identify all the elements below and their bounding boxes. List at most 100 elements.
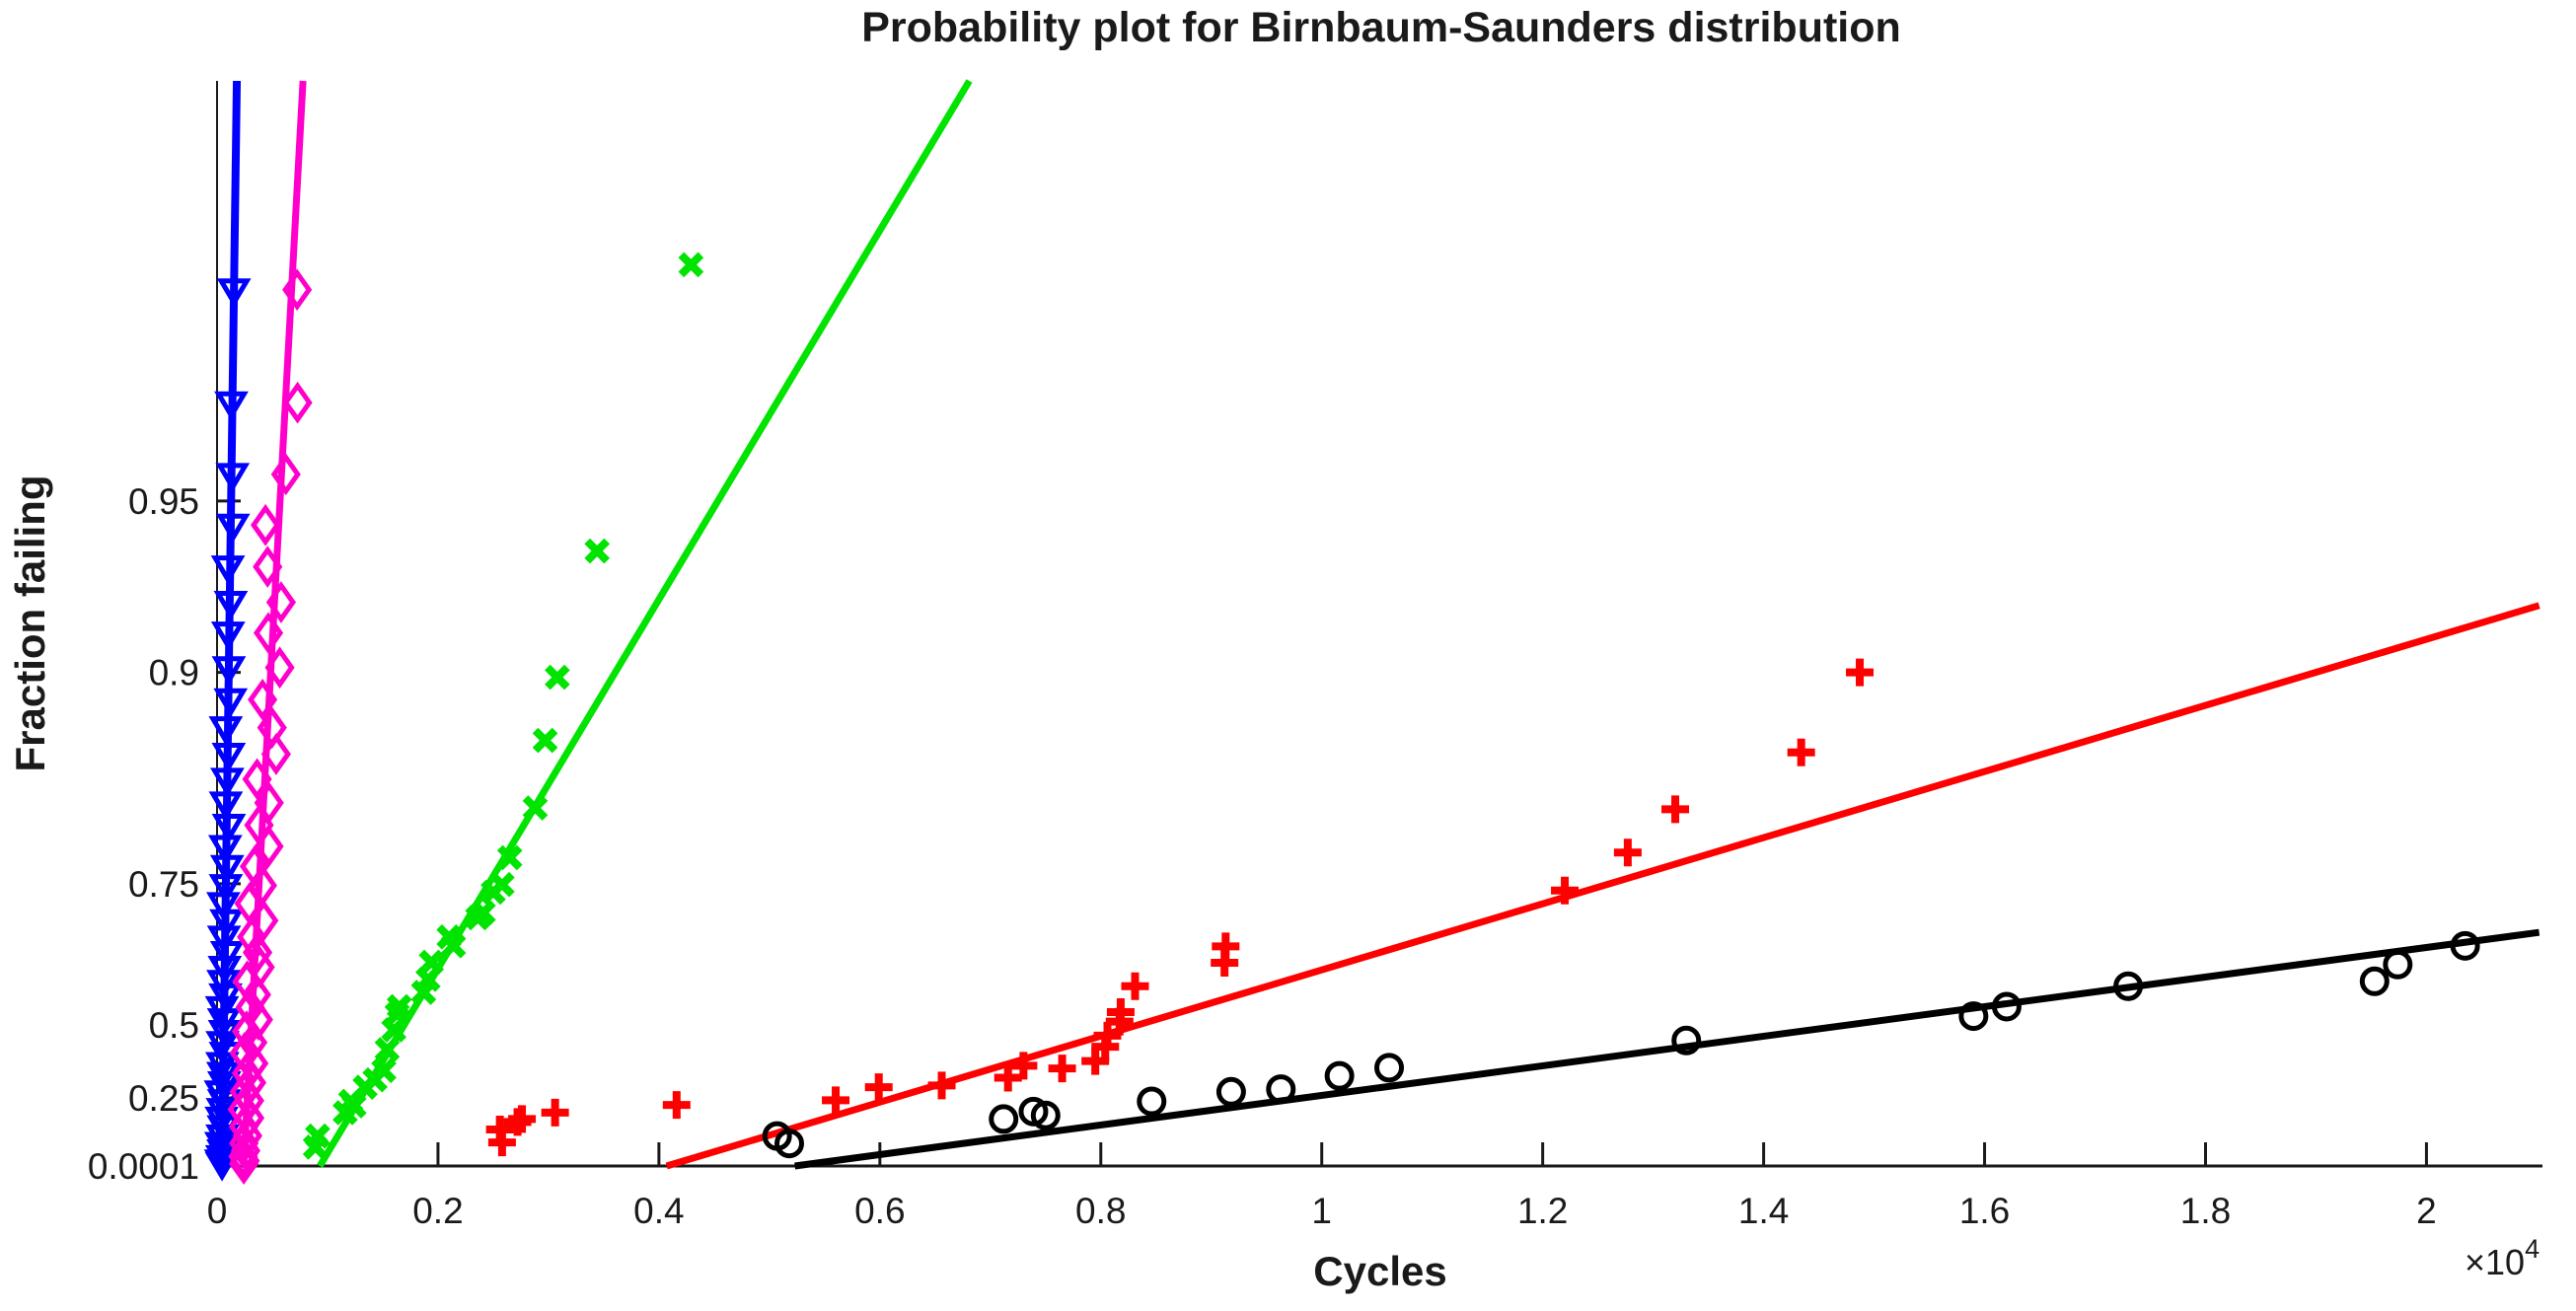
marker-sample-3-green (305, 1123, 331, 1149)
marker-sample-4-red (1787, 738, 1815, 766)
x-tick-label: 1 (1311, 1191, 1332, 1231)
marker-sample-5-black (1030, 1100, 1061, 1130)
marker-sample-3-green (415, 966, 441, 992)
y-tick-label: 0.25 (128, 1078, 199, 1119)
marker-sample-4-red (1661, 795, 1690, 824)
marker-sample-3-green (374, 1037, 401, 1062)
series-sample-5-black (762, 928, 2540, 1170)
x-tick-label: 1.4 (1738, 1191, 1789, 1231)
marker-sample-4-red (994, 1063, 1022, 1092)
marker-sample-2-magenta (254, 825, 284, 868)
marker-sample-1-blue (208, 874, 244, 904)
marker-sample-3-green (371, 1057, 397, 1083)
marker-sample-1-blue (207, 835, 243, 864)
marker-sample-5-black (1324, 1060, 1355, 1091)
marker-sample-1-blue (210, 555, 246, 585)
marker-sample-4-red (487, 1129, 516, 1157)
marker-sample-3-green (532, 727, 558, 754)
series-sample-2-magenta (227, 80, 313, 1186)
marker-sample-2-magenta (229, 1142, 259, 1186)
marker-sample-5-black (2383, 949, 2413, 980)
x-offset-base: ×10 (2465, 1242, 2525, 1282)
marker-sample-1-blue (206, 892, 241, 921)
marker-sample-5-black (1374, 1053, 1405, 1083)
marker-sample-1-blue (209, 909, 244, 939)
y-axis-label: Fraction failing (7, 474, 53, 771)
x-tick-label: 0.4 (633, 1191, 684, 1231)
marker-sample-4-red (1551, 876, 1580, 905)
marker-sample-5-black (1137, 1086, 1167, 1117)
x-tick-label: 0.8 (1075, 1191, 1126, 1231)
x-tick-label: 0.2 (412, 1191, 463, 1231)
y-tick-label: 0.0001 (88, 1146, 199, 1187)
y-tick-label: 0.9 (149, 653, 199, 693)
marker-sample-2-magenta (242, 758, 272, 801)
marker-sample-2-magenta (253, 612, 284, 654)
marker-sample-1-blue (211, 656, 247, 686)
marker-sample-2-magenta (282, 381, 313, 424)
marker-sample-2-magenta (260, 733, 291, 775)
marker-sample-4-red (864, 1073, 893, 1102)
y-tick-label: 0.5 (149, 1005, 199, 1046)
x-tick-label: 0.6 (854, 1191, 905, 1231)
marker-sample-5-black (1266, 1074, 1296, 1105)
marker-sample-1-blue (209, 854, 245, 885)
marker-sample-5-black (774, 1129, 805, 1159)
marker-sample-4-red (1121, 972, 1149, 1000)
marker-sample-4-red (1106, 997, 1135, 1026)
marker-sample-3-green (678, 252, 704, 278)
marker-sample-1-blue (207, 956, 243, 985)
marker-sample-2-magenta (265, 581, 297, 623)
marker-sample-1-blue (210, 621, 246, 651)
marker-sample-2-magenta (270, 453, 301, 496)
marker-sample-2-magenta (251, 503, 281, 546)
marker-sample-4-red (541, 1098, 569, 1127)
marker-sample-3-green (386, 993, 412, 1020)
fit-line-sample-5-black (794, 928, 2540, 1170)
marker-sample-4-red (1613, 838, 1642, 867)
y-axis-ticks: 0.0001 0.25 0.5 0.75 0.9 0.95 (88, 481, 241, 1187)
marker-sample-2-magenta (253, 546, 283, 588)
marker-sample-1-blue (205, 1124, 240, 1154)
marker-sample-1-blue (206, 970, 241, 999)
marker-sample-1-blue (210, 767, 245, 797)
y-tick-label: 0.75 (128, 864, 199, 905)
series-sample-3-green (302, 79, 973, 1168)
fit-line-sample-4-red (665, 602, 2540, 1170)
marker-sample-1-blue (211, 813, 247, 843)
marker-sample-2-magenta (237, 915, 267, 959)
x-offset-exponent: 4 (2525, 1234, 2539, 1264)
marker-sample-3-green (418, 949, 445, 976)
marker-sample-4-red (1846, 658, 1875, 687)
marker-sample-3-green (545, 664, 570, 691)
x-tick-label: 1.8 (2180, 1191, 2231, 1231)
marker-sample-3-green (440, 932, 467, 959)
marker-sample-1-blue (206, 925, 242, 955)
marker-sample-4-red (1081, 1047, 1110, 1075)
marker-sample-4-red (1048, 1055, 1076, 1083)
x-tick-label: 1.2 (1517, 1191, 1568, 1231)
marker-sample-2-magenta (282, 268, 313, 312)
series-sample-1-blue (203, 80, 252, 1182)
marker-sample-1-blue (215, 513, 251, 544)
marker-sample-4-red (662, 1091, 691, 1120)
marker-sample-2-magenta (229, 1122, 259, 1165)
marker-sample-1-blue (216, 278, 252, 308)
marker-sample-1-blue (208, 791, 244, 821)
marker-sample-3-green (584, 538, 611, 564)
y-tick-label: 0.95 (128, 481, 199, 522)
marker-sample-1-blue (208, 716, 244, 746)
marker-sample-4-red (1212, 932, 1240, 961)
marker-sample-1-blue (211, 743, 247, 772)
marker-sample-5-black (1991, 991, 2022, 1022)
data-series-group (203, 79, 2540, 1186)
marker-sample-3-green (489, 871, 515, 898)
marker-sample-5-black (1215, 1076, 1246, 1107)
marker-sample-5-black (1958, 1001, 1989, 1032)
marker-sample-1-blue (215, 463, 251, 492)
x-axis-offset-label: ×104 (2465, 1234, 2539, 1282)
marker-sample-4-red (508, 1105, 537, 1133)
marker-sample-5-black (2450, 930, 2480, 961)
x-axis-label: Cycles (1313, 1248, 1446, 1294)
